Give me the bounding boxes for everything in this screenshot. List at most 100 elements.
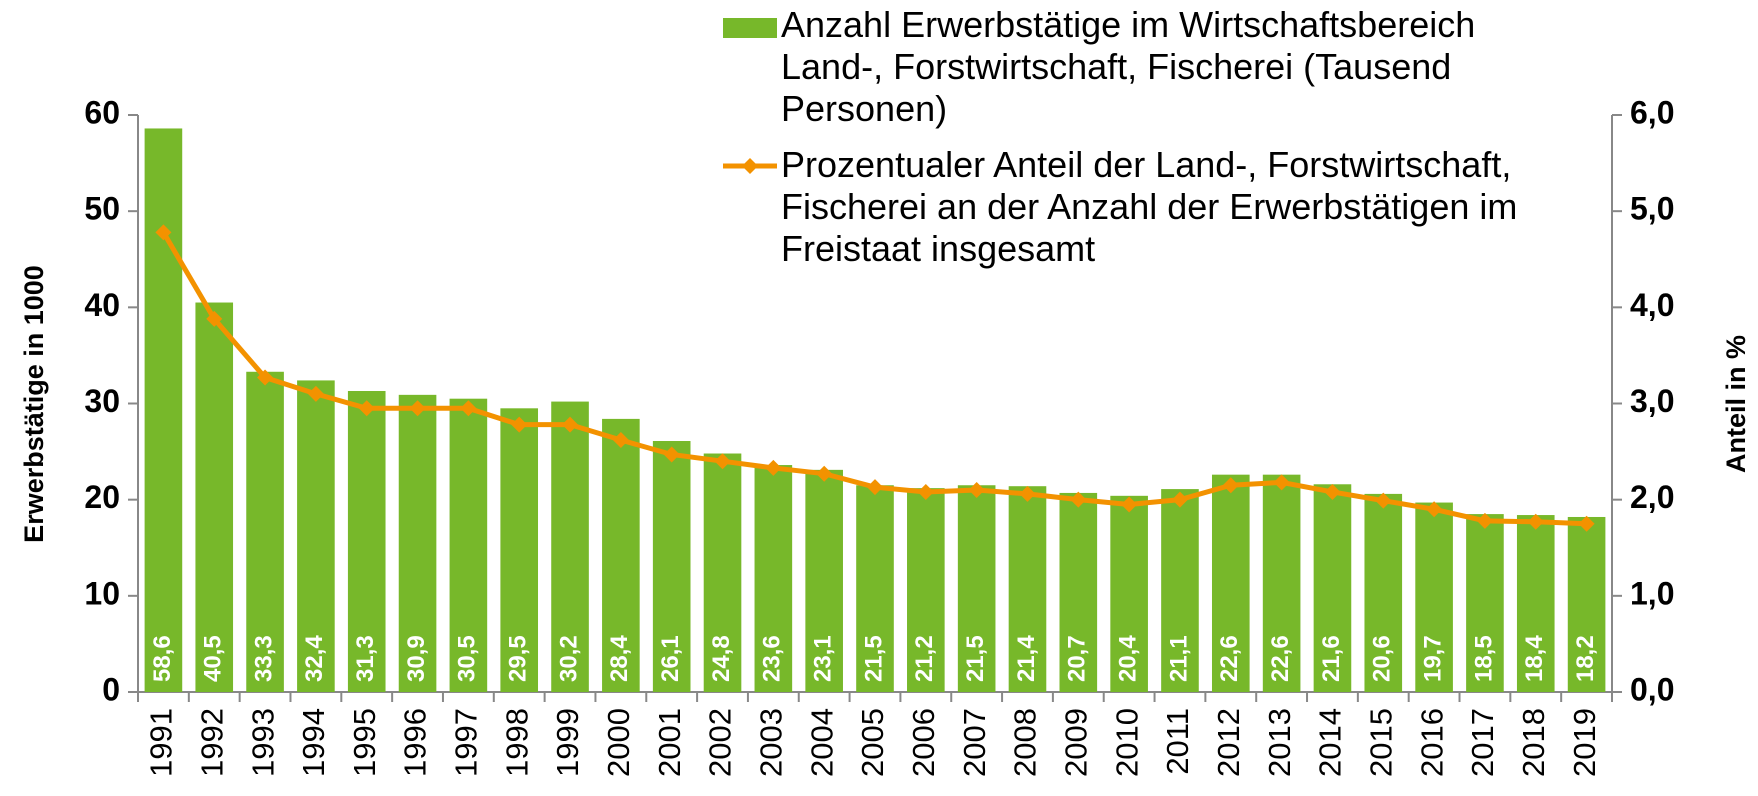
x-tick-label: 2001 [652, 708, 687, 777]
bar [347, 390, 386, 692]
bar-value-label: 21,5 [962, 635, 989, 682]
bar-value-label: 18,2 [1572, 635, 1599, 682]
bar-value-label: 20,4 [1114, 635, 1141, 682]
bar-value-label: 26,1 [657, 635, 684, 682]
bar [957, 485, 996, 692]
line-marker [562, 416, 579, 433]
legend-label: Anzahl Erwerbstätige im Wirtschaftsberei… [781, 4, 1476, 129]
bar-value-label: 28,4 [606, 635, 633, 682]
x-tick-label: 2007 [957, 708, 992, 777]
line-marker [460, 400, 477, 417]
y2-tick-label: 1,0 [1630, 575, 1674, 611]
line-marker [612, 432, 629, 449]
bar [1262, 474, 1301, 692]
bar-value-label: 30,9 [403, 635, 430, 682]
bar [754, 465, 793, 692]
bar [1466, 514, 1504, 692]
x-tick-label: 1994 [296, 708, 331, 777]
bar [805, 469, 843, 692]
bar [449, 398, 488, 692]
y-axis-title: Erwerbstätige in 1000 [19, 265, 49, 543]
bar [1008, 486, 1047, 692]
y2-tick-label: 5,0 [1630, 191, 1674, 227]
bar-value-label: 23,1 [810, 635, 837, 682]
y2-axis-title: Anteil in % [1721, 335, 1751, 473]
x-tick-label: 1998 [499, 708, 534, 777]
y2-tick-label: 3,0 [1630, 383, 1674, 419]
bar-value-label: 30,2 [555, 635, 582, 682]
y2-tick-label: 6,0 [1630, 94, 1674, 130]
line-marker [307, 385, 324, 402]
bar-value-label: 33,3 [250, 635, 277, 682]
bar-value-label: 21,2 [911, 635, 938, 682]
x-tick-label: 2011 [1160, 708, 1195, 775]
y2-tick-label: 2,0 [1630, 479, 1674, 515]
line-marker [1070, 491, 1087, 508]
x-tick-label: 2012 [1211, 708, 1246, 777]
line-marker [765, 459, 782, 476]
line-marker [1527, 513, 1544, 530]
line-marker [1375, 492, 1392, 509]
x-tick-label: 1999 [550, 708, 585, 777]
x-tick-label: 2016 [1414, 708, 1449, 777]
x-tick-label: 2017 [1465, 708, 1500, 777]
bar-value-label: 21,4 [1013, 635, 1040, 682]
y-tick-label: 30 [84, 383, 120, 419]
x-tick-label: 1993 [245, 708, 280, 777]
line-marker [917, 483, 934, 500]
bar [1059, 492, 1098, 692]
x-tick-label: 1991 [144, 708, 179, 777]
x-tick-label: 1997 [449, 708, 484, 777]
bar [297, 380, 335, 692]
y-tick-label: 50 [84, 191, 120, 227]
x-tick-label: 2010 [1109, 708, 1144, 777]
x-tick-label: 2003 [754, 708, 789, 777]
y-tick-label: 20 [84, 479, 120, 515]
bar-value-label: 21,1 [1165, 635, 1192, 682]
y-tick-label: 10 [84, 575, 120, 611]
bar [500, 408, 539, 692]
line-marker [1273, 474, 1290, 491]
line-marker [511, 416, 528, 433]
bar-value-label: 31,3 [352, 635, 379, 682]
bar-value-label: 30,5 [454, 635, 481, 682]
line-marker [1476, 512, 1493, 529]
y-tick-label: 60 [84, 94, 120, 130]
x-tick-label: 2019 [1567, 708, 1602, 777]
line-marker [714, 453, 731, 470]
x-tick-label: 2009 [1058, 708, 1093, 777]
y2-tick-label: 4,0 [1630, 287, 1674, 323]
x-tick-label: 2005 [855, 708, 890, 777]
line-marker [867, 479, 883, 496]
bar [602, 418, 640, 692]
line-marker [206, 310, 223, 327]
bar-value-label: 32,4 [301, 635, 328, 682]
bar [1567, 516, 1606, 692]
line-marker [1019, 485, 1036, 502]
bar-value-label: 21,5 [860, 635, 887, 682]
line-marker [968, 482, 985, 499]
bar [1313, 484, 1352, 692]
line-marker [663, 446, 680, 463]
line-marker [257, 369, 274, 386]
y-tick-label: 40 [84, 287, 120, 323]
bar [398, 394, 437, 692]
y2-tick-label: 0,0 [1630, 671, 1674, 707]
bar [246, 371, 284, 692]
bar [1211, 474, 1250, 692]
bar [195, 302, 234, 692]
bar-value-label: 18,5 [1470, 635, 1497, 682]
bar-value-label: 29,5 [505, 635, 532, 682]
line-marker [1426, 501, 1443, 518]
bar [1415, 502, 1453, 692]
bar [1110, 495, 1148, 692]
x-tick-label: 1996 [398, 708, 433, 777]
line-marker [1171, 491, 1188, 508]
bar-value-label: 18,4 [1521, 635, 1548, 682]
bar-value-label: 20,7 [1064, 635, 1091, 682]
line-marker [816, 465, 833, 482]
bar [652, 441, 691, 692]
x-tick-label: 2002 [703, 708, 738, 777]
